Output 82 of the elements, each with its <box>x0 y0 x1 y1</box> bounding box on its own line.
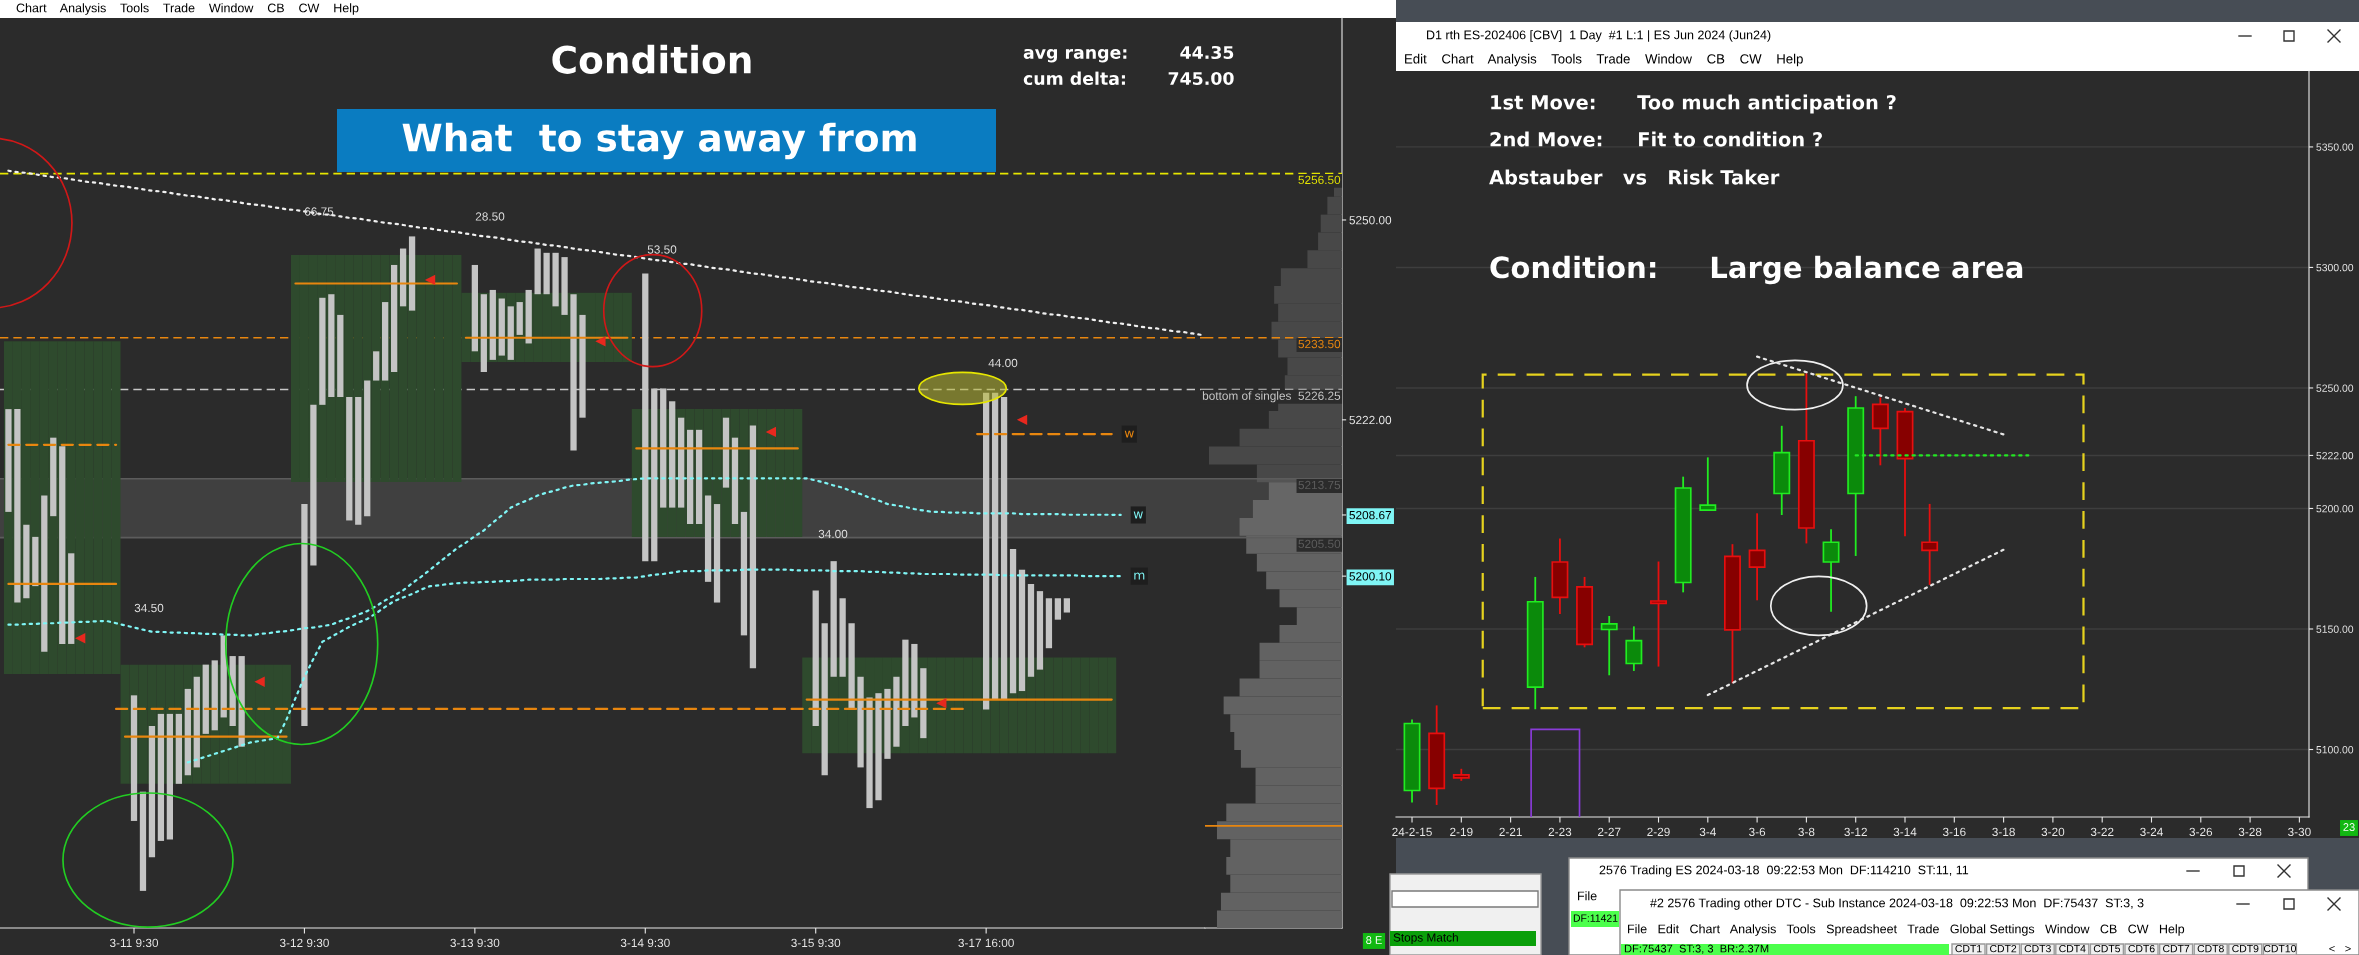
x-tick-label: 3-26 <box>2189 827 2213 837</box>
y-tick-label: 5100.00 <box>2316 746 2354 754</box>
x-tick-label: 3-18 <box>1992 827 2015 837</box>
x-tick-label: 3-30 <box>2288 827 2311 837</box>
x-tick-label: 3-12 <box>1844 827 1867 837</box>
text: CDT7 <box>2163 944 2190 953</box>
text: DF:11421 <box>1573 914 1618 922</box>
text: > <box>2345 945 2351 952</box>
text: 23 <box>2343 823 2355 831</box>
annotation: Condition: Large balance area <box>1490 255 2023 285</box>
text: What to stay away from <box>402 122 916 160</box>
x-tick-label: 3-20 <box>2041 827 2065 837</box>
annotation: cum delta: <box>1023 71 1125 86</box>
annotation: 745.00 <box>1168 71 1234 86</box>
series-label: m <box>1134 572 1145 580</box>
x-tick-label: 3-17 16:00 <box>958 938 1014 948</box>
y-tick-label: 5250.00 <box>1349 216 1392 225</box>
text: Stops Match <box>1393 933 1458 944</box>
text: CDT3 <box>2024 944 2051 953</box>
annotation: 2nd Move: Fit to condition ? <box>1490 131 1822 147</box>
x-tick-label: 3-4 <box>1699 827 1716 837</box>
text: #2 2576 Trading other DTC - Sub Instance 2024-03-18 09:22:53 Mon DF:75437 ST:3, 3 <box>1650 898 2144 910</box>
x-tick-label: 3-22 <box>2090 827 2114 837</box>
text: Chart Analysis Tools Trade Window CB CW Help <box>16 3 359 15</box>
ref-line-label: 5233.50 <box>1298 339 1341 349</box>
y-tick-label: 5200.10 <box>1349 572 1392 581</box>
annotation: 28.50 <box>475 212 505 221</box>
y-tick-label: 5222.00 <box>2316 451 2354 460</box>
y-tick-label: 5300.00 <box>2316 263 2354 272</box>
annotation: 34.50 <box>134 603 164 613</box>
annotation: avg range: <box>1023 48 1127 63</box>
text: DF:75437 ST:3, 3 BR:2.37M <box>1624 944 1769 954</box>
x-tick-label: 2-27 <box>1597 827 1621 836</box>
ref-line-label: bottom of singles 5226.25 <box>1202 391 1341 403</box>
x-tick-label: 3-16 <box>1942 827 1966 837</box>
text: File <box>1578 891 1597 901</box>
y-tick-label: 5250.00 <box>2316 384 2354 392</box>
annotation: 34.00 <box>818 529 848 539</box>
x-tick-label: 2-29 <box>1647 827 1670 837</box>
x-tick-label: 2-19 <box>1450 827 1473 837</box>
x-tick-label: 3-28 <box>2238 827 2262 837</box>
ref-line-label: 5256.50 <box>1298 175 1341 185</box>
text: CDT6 <box>2128 944 2155 953</box>
x-tick-label: 3-14 <box>1893 827 1917 837</box>
text: CDT1 <box>1955 944 1982 953</box>
series-label: w <box>1124 430 1134 438</box>
text: < <box>2329 945 2335 952</box>
series-label: w <box>1133 511 1143 519</box>
text: CDT10 <box>2263 944 2296 953</box>
y-tick-label: 5208.67 <box>1349 511 1392 520</box>
x-tick-label: 3-8 <box>1798 827 1815 837</box>
text: Condition <box>552 44 751 74</box>
x-tick-label: 24-2-15 <box>1392 827 1432 837</box>
text: File Edit Chart Analysis Tools Spreadsheet Trade Global Settings Window CB CW Help <box>1628 924 2185 936</box>
text: CDT9 <box>2232 944 2259 953</box>
annotation: 44.00 <box>988 358 1018 368</box>
annotation: Abstauber vs Risk Taker <box>1489 169 1780 185</box>
y-tick-label: 5200.00 <box>2316 504 2354 513</box>
annotation: 53.50 <box>647 245 677 254</box>
x-tick-label: 3-14 9:30 <box>620 938 670 948</box>
annotation: 1st Move: Too much anticipation ? <box>1491 94 1896 114</box>
x-tick-label: 2-23 <box>1548 827 1572 837</box>
x-tick-label: 3-12 9:30 <box>279 938 329 948</box>
text: CDT5 <box>2093 944 2121 953</box>
text: CDT8 <box>2197 944 2224 953</box>
x-tick-label: 3-13 9:30 <box>450 938 500 948</box>
text: CDT2 <box>1990 944 2017 953</box>
annotation: 44.35 <box>1180 45 1234 60</box>
y-tick-label: 5150.00 <box>2316 625 2354 633</box>
annotation: 66.75 <box>304 207 334 216</box>
y-tick-label: 5222.00 <box>1349 415 1392 425</box>
text: Edit Chart Analysis Tools Trade Window CB CW Help <box>1405 53 1803 67</box>
x-tick-label: 3-11 9:30 <box>109 938 159 948</box>
chart-title: D1 rth ES-202406 [CBV] 1 Day #1 L:1 | ES Jun 2024 (Jun24) <box>1427 30 1771 42</box>
x-tick-label: 3-15 9:30 <box>791 938 841 948</box>
text: CDT4 <box>2059 944 2086 953</box>
text: 8 E <box>1366 936 1382 944</box>
x-tick-label: 3-24 <box>2140 827 2163 837</box>
text: 2576 Trading ES 2024-03-18 09:22:53 Mon DF:114210 ST:11, 11 <box>1599 865 1969 877</box>
x-tick-label: 2-21 <box>1499 827 1522 836</box>
x-tick-label: 3-6 <box>1749 827 1766 837</box>
y-tick-label: 5350.00 <box>2316 143 2354 151</box>
